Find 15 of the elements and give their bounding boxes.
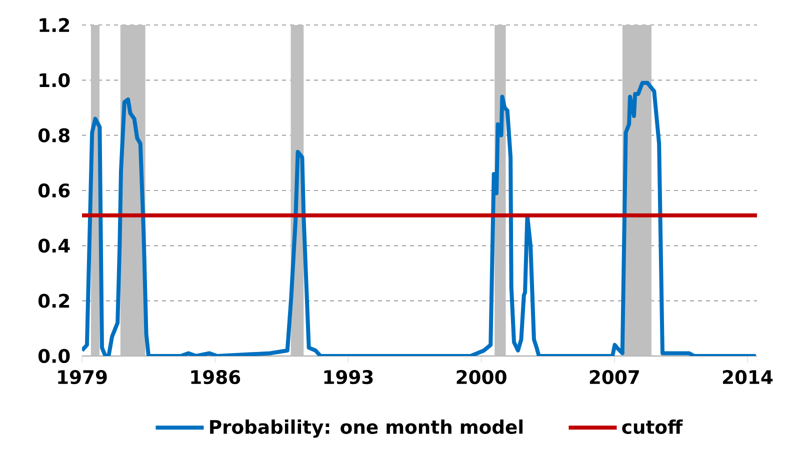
x-tick-label: 1986 [191,370,240,384]
y-tick-label: 0.8 [38,128,70,142]
y-tick-label: 1.2 [40,18,70,32]
legend-label: cutoff [622,420,683,434]
y-tick-label: 0.4 [38,238,70,253]
x-tick-label: 2007 [590,370,639,384]
y-tick-label: 1.0 [40,73,70,88]
x-tick-label: 1979 [58,370,107,384]
y-tick-label: 0.6 [38,183,70,198]
legend-label: Probability: one month model [210,420,523,438]
y-tick-label: 0.2 [38,294,70,308]
x-tick-label: 2000 [456,370,506,384]
x-tick-label: 2014 [722,370,773,384]
x-tick-label: 1993 [324,370,373,384]
y-tick-label: 0.0 [38,348,70,364]
